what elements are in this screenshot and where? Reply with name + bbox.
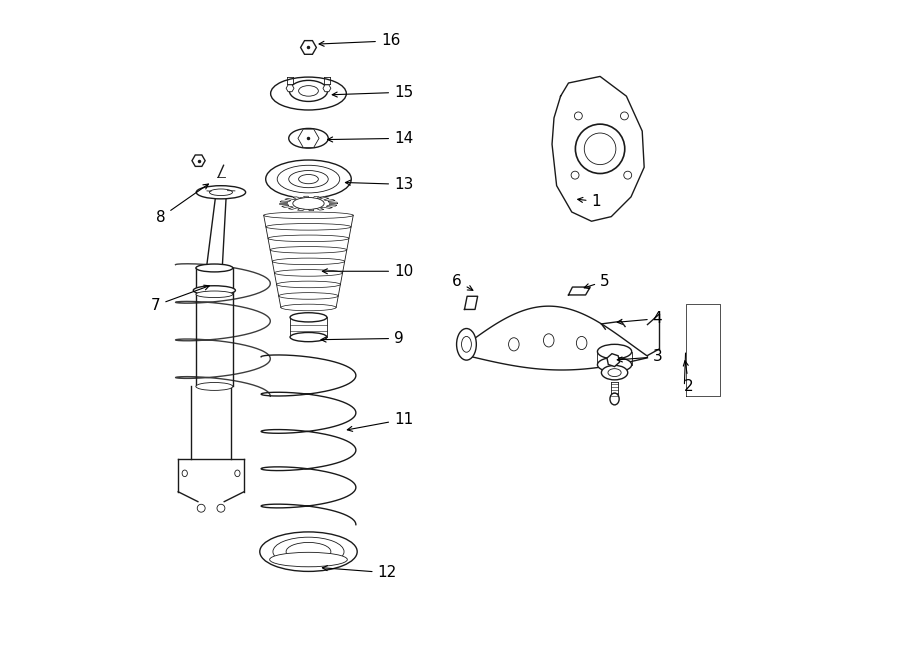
Ellipse shape — [290, 313, 327, 322]
Polygon shape — [466, 306, 647, 370]
Ellipse shape — [289, 171, 328, 188]
Ellipse shape — [290, 332, 327, 342]
Ellipse shape — [598, 358, 632, 372]
Ellipse shape — [196, 186, 246, 199]
Text: 15: 15 — [332, 85, 413, 100]
Text: 5: 5 — [584, 274, 609, 289]
Ellipse shape — [210, 189, 232, 196]
Text: 12: 12 — [322, 565, 397, 580]
Ellipse shape — [197, 504, 205, 512]
Text: 6: 6 — [452, 274, 472, 290]
Ellipse shape — [277, 165, 339, 193]
Polygon shape — [464, 296, 478, 309]
Ellipse shape — [584, 133, 616, 165]
Text: 10: 10 — [322, 264, 413, 279]
Ellipse shape — [271, 77, 346, 110]
Text: 14: 14 — [328, 131, 413, 146]
Ellipse shape — [620, 112, 628, 120]
Polygon shape — [552, 77, 644, 221]
Ellipse shape — [266, 160, 351, 198]
Polygon shape — [280, 196, 338, 211]
Ellipse shape — [182, 470, 187, 477]
Ellipse shape — [286, 543, 331, 561]
Text: 8: 8 — [156, 184, 209, 225]
Ellipse shape — [194, 286, 236, 295]
Text: 3: 3 — [617, 349, 662, 364]
Ellipse shape — [624, 171, 632, 179]
Text: 9: 9 — [321, 331, 404, 346]
Ellipse shape — [601, 366, 627, 380]
Ellipse shape — [575, 124, 625, 174]
Ellipse shape — [289, 128, 328, 148]
Ellipse shape — [456, 329, 476, 360]
Ellipse shape — [574, 112, 582, 120]
Ellipse shape — [508, 338, 519, 351]
Ellipse shape — [290, 81, 328, 101]
Ellipse shape — [299, 175, 319, 184]
Ellipse shape — [572, 171, 579, 179]
Ellipse shape — [217, 504, 225, 512]
Ellipse shape — [260, 532, 357, 571]
Ellipse shape — [196, 383, 233, 391]
Ellipse shape — [610, 393, 619, 405]
Ellipse shape — [608, 369, 621, 377]
Ellipse shape — [462, 336, 472, 352]
Ellipse shape — [235, 470, 240, 477]
Ellipse shape — [196, 291, 233, 297]
Text: 4: 4 — [617, 311, 662, 326]
Text: 1: 1 — [578, 194, 601, 209]
Text: 11: 11 — [347, 412, 413, 432]
Ellipse shape — [576, 336, 587, 350]
Ellipse shape — [270, 553, 347, 566]
Ellipse shape — [292, 198, 324, 210]
Polygon shape — [569, 287, 590, 295]
Ellipse shape — [544, 334, 554, 347]
Ellipse shape — [598, 344, 632, 359]
Text: 13: 13 — [346, 177, 413, 192]
Text: 2: 2 — [683, 361, 694, 394]
Text: 16: 16 — [320, 34, 400, 48]
Ellipse shape — [273, 537, 344, 566]
Ellipse shape — [196, 264, 233, 272]
Ellipse shape — [299, 86, 319, 96]
Text: 7: 7 — [151, 285, 210, 313]
